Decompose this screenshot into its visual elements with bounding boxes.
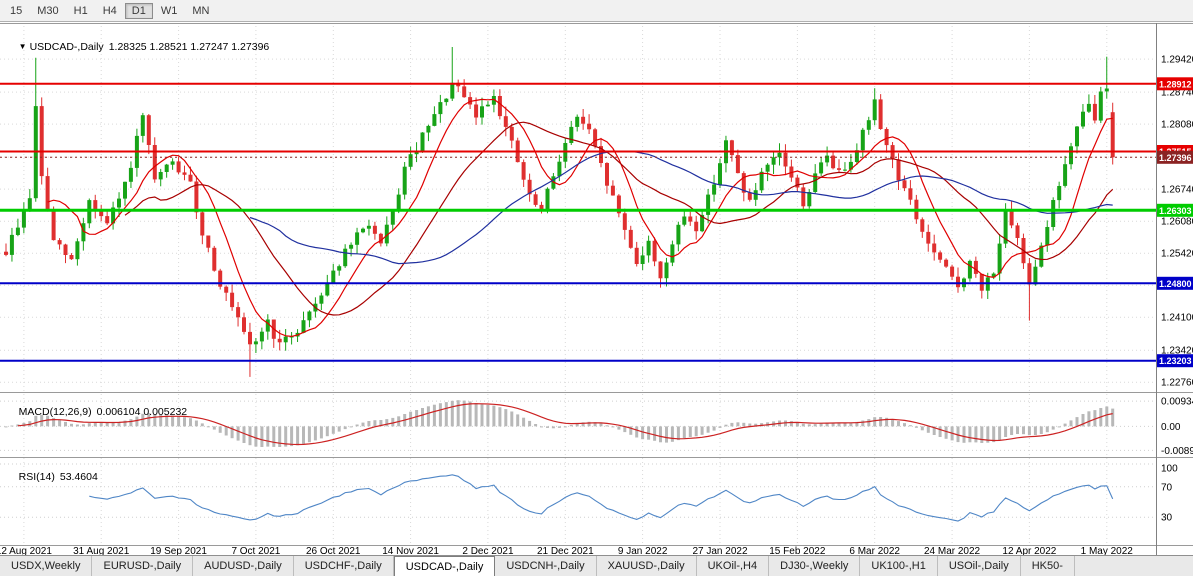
- svg-text:1.23203: 1.23203: [1159, 356, 1192, 366]
- chart-tab-xauusd-daily[interactable]: XAUUSD-,Daily: [597, 556, 697, 576]
- svg-text:9 Jan 2022: 9 Jan 2022: [618, 546, 668, 557]
- timeframe-toolbar: 15 M30 H1 H4 D1 W1 MN: [0, 0, 1193, 22]
- chart-tab-usdcnh-daily[interactable]: USDCNH-,Daily: [495, 556, 597, 576]
- svg-text:1.26080: 1.26080: [1161, 217, 1193, 228]
- date-axis-labels: 12 Aug 2021 31 Aug 2021 19 Sep 2021 7 Oct 2…: [0, 546, 1133, 557]
- chart-tab-audusd-daily[interactable]: AUDUSD-,Daily: [193, 556, 294, 576]
- svg-text:1.27396: 1.27396: [1159, 153, 1192, 163]
- svg-text:1.26303: 1.26303: [1159, 206, 1192, 216]
- timeframe-button-MN[interactable]: MN: [192, 4, 210, 17]
- svg-text:-0.00890: -0.00890: [1161, 446, 1193, 457]
- timeframe-button-M30[interactable]: M30: [37, 4, 59, 17]
- chart-tab-uk100-h1[interactable]: UK100-,H1: [860, 556, 938, 576]
- svg-text:26 Oct 2021: 26 Oct 2021: [306, 546, 361, 557]
- timeframe-button-15[interactable]: 15: [10, 4, 23, 17]
- indicator-grid-lines: [0, 400, 1156, 518]
- svg-text:0.00: 0.00: [1161, 422, 1181, 433]
- svg-text:1 May 2022: 1 May 2022: [1081, 546, 1134, 557]
- grid-horizontal-lines: [0, 58, 1156, 383]
- chart-tab-bar: USDX,Weekly EURUSD-,Daily AUDUSD-,Daily USD…: [0, 555, 1193, 576]
- candles-layer: [4, 47, 1115, 377]
- svg-text:0.009345: 0.009345: [1161, 397, 1193, 408]
- moving-average-line-21: [124, 121, 1114, 316]
- svg-text:12 Aug 2021: 12 Aug 2021: [0, 546, 52, 557]
- chart-tab-usdchf-daily[interactable]: USDCHF-,Daily: [294, 556, 394, 576]
- chart-tab-usdx-weekly[interactable]: USDX,Weekly: [0, 556, 93, 576]
- svg-text:1.23420: 1.23420: [1161, 346, 1193, 357]
- svg-text:30: 30: [1161, 513, 1173, 524]
- chart-tab-usdcad-daily[interactable]: USDCAD-,Daily: [393, 556, 496, 576]
- timeframe-button-H4[interactable]: H4: [102, 4, 117, 17]
- svg-text:1.28740: 1.28740: [1161, 88, 1193, 99]
- svg-text:14 Nov 2021: 14 Nov 2021: [382, 546, 439, 557]
- svg-text:70: 70: [1161, 482, 1173, 493]
- timeframe-button-H1[interactable]: H1: [73, 4, 88, 17]
- svg-text:1.24100: 1.24100: [1161, 313, 1193, 324]
- svg-text:1.26740: 1.26740: [1161, 185, 1193, 196]
- chart-tab-hk50-[interactable]: HK50-: [1021, 556, 1075, 576]
- svg-text:6 Mar 2022: 6 Mar 2022: [849, 546, 900, 557]
- horizontal-level-lines[interactable]: [0, 82, 1156, 362]
- price-axis-labels: 1.294201.287401.280801.274001.267401.260…: [1161, 55, 1193, 524]
- panel-separators[interactable]: [0, 23, 1193, 546]
- svg-text:1.29420: 1.29420: [1161, 55, 1193, 66]
- svg-text:1.28080: 1.28080: [1161, 120, 1193, 131]
- svg-text:100: 100: [1161, 464, 1178, 475]
- svg-text:27 Jan 2022: 27 Jan 2022: [692, 546, 747, 557]
- svg-text:1.28912: 1.28912: [1159, 79, 1192, 89]
- svg-text:1.24800: 1.24800: [1159, 279, 1192, 289]
- timeframe-button-W1[interactable]: W1: [160, 4, 178, 17]
- chart-tab-ukoil-h4[interactable]: UKOil-,H4: [697, 556, 770, 576]
- svg-text:31 Aug 2021: 31 Aug 2021: [73, 546, 130, 557]
- svg-text:15 Feb 2022: 15 Feb 2022: [769, 546, 826, 557]
- chart-tab-usoil-daily[interactable]: USOil-,Daily: [938, 556, 1021, 576]
- rsi-line: [89, 474, 1114, 522]
- svg-text:7 Oct 2021: 7 Oct 2021: [231, 546, 280, 557]
- svg-text:24 Mar 2022: 24 Mar 2022: [924, 546, 981, 557]
- chart-tab-eurusd-daily[interactable]: EURUSD-,Daily: [92, 556, 194, 576]
- svg-text:21 Dec 2021: 21 Dec 2021: [537, 546, 594, 557]
- svg-text:1.25420: 1.25420: [1161, 249, 1193, 260]
- moving-average-line-42: [249, 150, 1113, 265]
- chart-tab-dj30-weekly[interactable]: DJ30-,Weekly: [769, 556, 861, 576]
- svg-text:2 Dec 2021: 2 Dec 2021: [462, 546, 514, 557]
- svg-text:12 Apr 2022: 12 Apr 2022: [1002, 546, 1056, 557]
- timeframe-button-D1[interactable]: D1: [124, 2, 153, 19]
- price-badges: 1.289121.275151.263031.248001.232031.273…: [1157, 77, 1193, 368]
- svg-text:19 Sep 2021: 19 Sep 2021: [150, 546, 207, 557]
- chart-background: [0, 22, 1193, 556]
- macd-signal-line: [17, 403, 1113, 446]
